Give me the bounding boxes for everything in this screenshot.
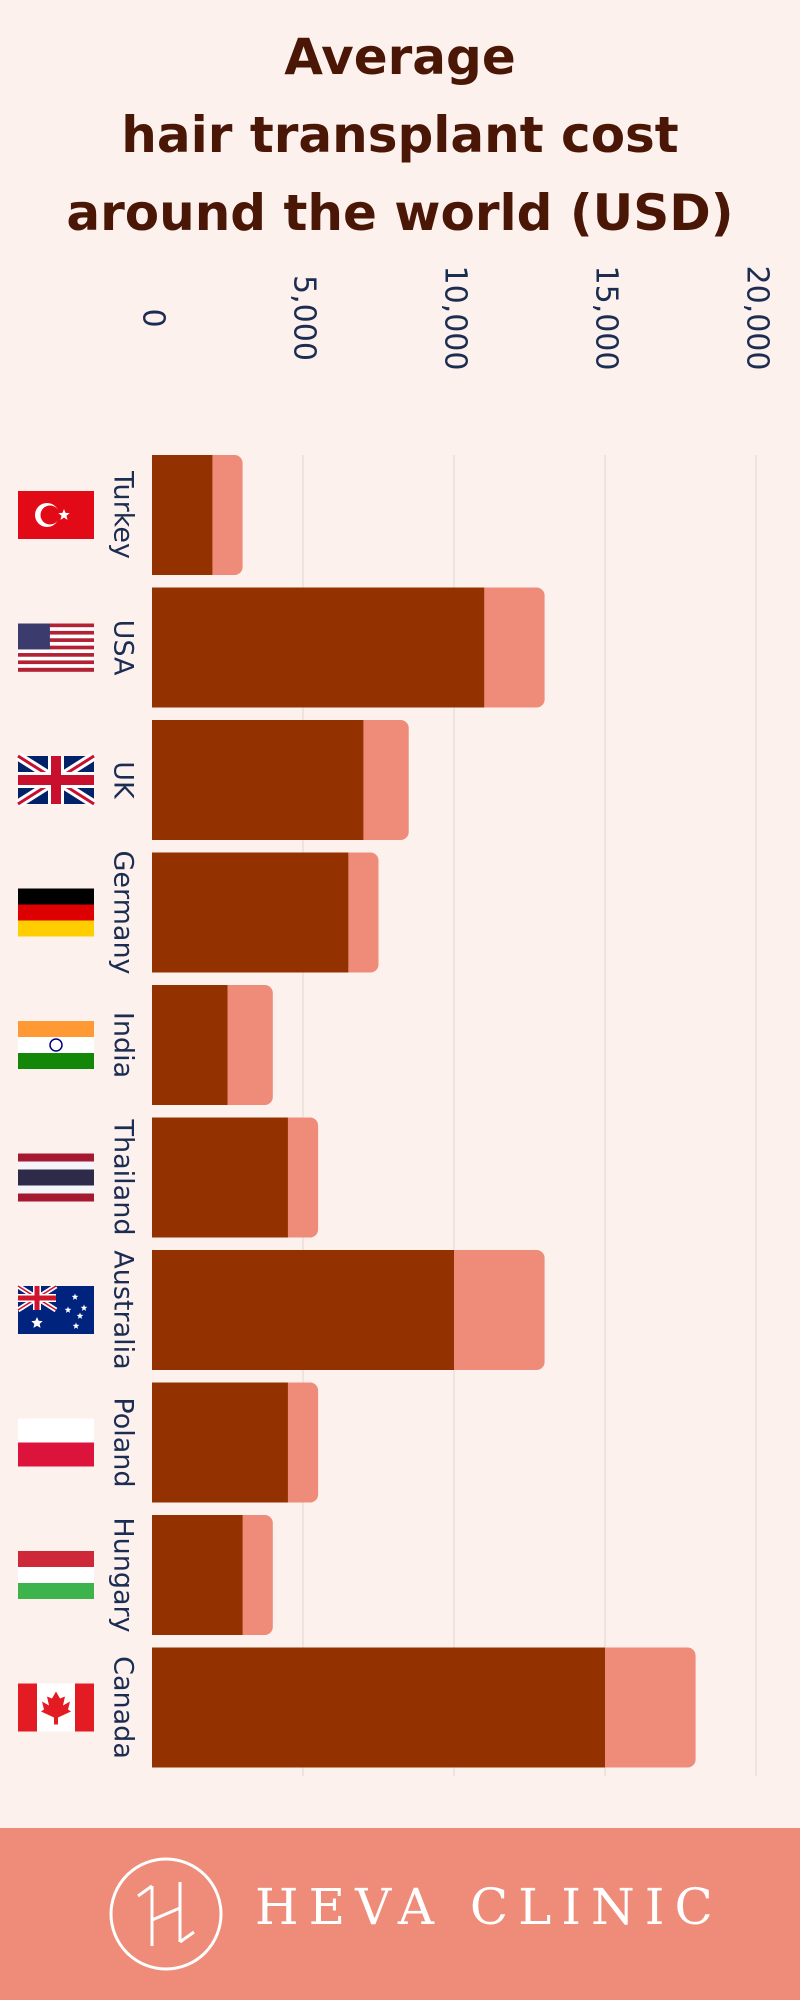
category-label: USA	[108, 620, 139, 676]
flag-part	[18, 630, 94, 635]
bar-min	[152, 985, 228, 1105]
x-tick-label: 10,000	[438, 266, 473, 371]
flag-part	[18, 623, 94, 628]
flag-part	[18, 664, 94, 669]
flag-part	[18, 627, 94, 632]
brand-name: HEVA CLINIC	[255, 1878, 723, 1936]
category-label: Hungary	[108, 1517, 139, 1632]
flag-part	[18, 1169, 94, 1186]
x-tick-label: 15,000	[589, 266, 624, 371]
flag-part	[18, 656, 94, 661]
flag-part	[18, 641, 94, 646]
flag-part	[18, 667, 94, 672]
flag-part	[41, 1691, 71, 1725]
flag-part	[18, 920, 94, 937]
bar-min	[152, 587, 485, 708]
category-label: India	[108, 1012, 139, 1078]
x-tick-label: 20,000	[740, 266, 775, 371]
bar-chart: 0 5,000 10,000 15,000 20,000 Turkey USA UK Germa…	[15, 266, 775, 1776]
australia-flag-icon	[16, 1283, 94, 1334]
flag-part	[18, 1418, 94, 1443]
flag-part	[18, 1442, 94, 1467]
category-label: Poland	[108, 1397, 139, 1487]
flag-part	[18, 1567, 94, 1583]
category-label: Canada	[108, 1656, 139, 1759]
flag-part	[18, 888, 94, 905]
flag-part	[40, 505, 60, 525]
bar-min	[152, 455, 213, 575]
flag-part	[75, 1683, 94, 1732]
canada-flag-icon	[18, 1683, 94, 1732]
x-tick-label: 5,000	[287, 275, 322, 361]
india-flag-icon	[18, 1021, 94, 1069]
flag-part	[18, 1683, 37, 1732]
category-label: UK	[108, 761, 139, 800]
bar-min	[152, 1382, 288, 1503]
title-line-3: around the world (USD)	[66, 184, 734, 242]
flag-part	[18, 904, 94, 921]
category-label: Germany	[108, 850, 139, 974]
flag-part	[80, 1304, 88, 1311]
flag-part	[72, 1322, 80, 1329]
chart-title: Average hair transplant cost around the …	[0, 18, 800, 252]
bar-min	[152, 1117, 288, 1238]
hungary-flag-icon	[18, 1551, 94, 1599]
flag-part	[18, 1037, 94, 1053]
heva-clinic-logo-icon	[109, 1857, 223, 1971]
bar-min	[152, 720, 364, 840]
turkey-flag-icon	[18, 491, 94, 539]
category-label: Australia	[108, 1250, 139, 1369]
flag-part	[49, 1038, 63, 1052]
flag-part	[18, 1021, 94, 1037]
flag-part	[64, 1306, 72, 1313]
flag-part	[18, 634, 94, 639]
title-line-1: Average	[284, 28, 516, 86]
flag-part	[71, 1293, 79, 1300]
thailand-flag-icon	[18, 1153, 94, 1202]
bar-min	[152, 1250, 454, 1370]
germany-flag-icon	[18, 888, 94, 937]
flag-part	[18, 660, 94, 665]
flag-part	[18, 653, 94, 658]
flag-part	[18, 623, 50, 650]
category-label: Thailand	[108, 1119, 139, 1236]
footer: HEVA CLINIC	[0, 1828, 800, 2000]
flag-part	[18, 1551, 94, 1567]
bar-min	[152, 1647, 605, 1768]
flag-part	[51, 756, 61, 804]
usa-flag-icon	[18, 623, 94, 672]
flag-part	[58, 509, 70, 520]
flag-part	[18, 1583, 94, 1599]
flag-part	[18, 649, 94, 654]
bar-min	[152, 852, 349, 973]
flag-part	[76, 1312, 84, 1319]
title-line-2: hair transplant cost	[121, 106, 679, 164]
flag-part	[18, 638, 94, 643]
uk-flag-icon	[15, 752, 97, 808]
poland-flag-icon	[18, 1418, 94, 1467]
flag-part	[18, 645, 94, 650]
x-tick-label: 0	[136, 308, 171, 327]
category-label: Turkey	[108, 470, 139, 559]
flag-part	[34, 1286, 40, 1310]
flag-part	[31, 1317, 43, 1328]
bar-min	[152, 1515, 243, 1635]
flag-part	[18, 1053, 94, 1069]
